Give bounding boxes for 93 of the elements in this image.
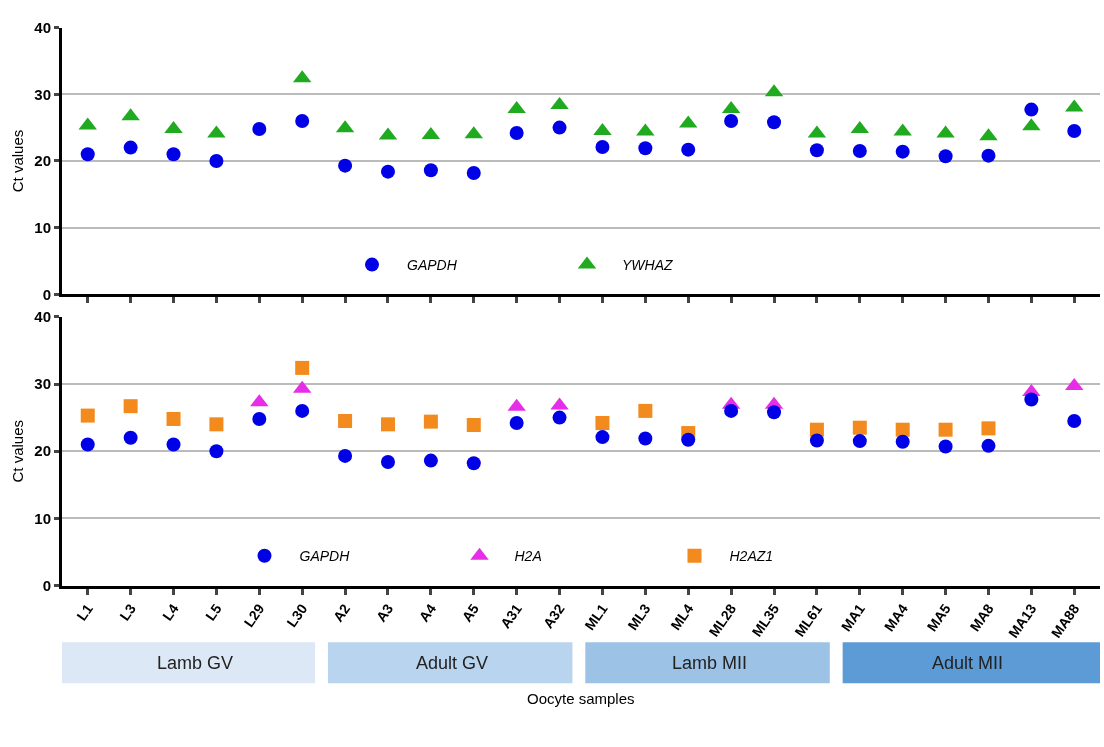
point: [209, 417, 224, 432]
point: [423, 453, 438, 468]
point: [895, 144, 910, 159]
point: [123, 430, 138, 445]
point: [1067, 123, 1082, 138]
point: [423, 163, 438, 178]
text: Adult GV: [416, 653, 489, 673]
point: [938, 422, 953, 437]
point: [981, 438, 996, 453]
x-tick-label: L1: [73, 600, 97, 624]
y-tick-label: 30: [34, 85, 51, 103]
point: [767, 405, 782, 420]
point: [338, 448, 353, 463]
point: [981, 148, 996, 163]
point: [595, 139, 610, 154]
x-tick-label: L3: [116, 600, 139, 624]
text: Lamb GV: [157, 653, 234, 673]
point: [852, 434, 867, 449]
point: [767, 115, 782, 130]
point: [509, 125, 524, 140]
point: [338, 158, 353, 173]
point: [681, 142, 696, 157]
y-tick-label: 30: [34, 375, 51, 393]
point: [466, 165, 481, 180]
x-tick-label: A2: [329, 600, 354, 625]
point: [1024, 392, 1039, 407]
point: [209, 153, 224, 168]
point: [295, 360, 310, 375]
point: [123, 140, 138, 155]
point: [852, 143, 867, 158]
x-tick-label: A5: [458, 600, 483, 625]
point: [595, 415, 610, 430]
point: [166, 147, 181, 162]
point: [852, 420, 867, 435]
point: [338, 413, 353, 428]
text: Lamb MII: [672, 653, 748, 673]
legend-label: H2A: [514, 548, 542, 565]
point: [724, 113, 739, 128]
point: [466, 418, 481, 432]
point: [895, 422, 910, 437]
y-tick-label: 20: [34, 442, 51, 460]
x-tick-label: A3: [372, 600, 397, 625]
x-tick-label: L5: [202, 600, 225, 624]
point: [809, 143, 824, 158]
y-tick-label: 40: [34, 18, 51, 36]
point: [295, 403, 310, 418]
point: [166, 411, 181, 426]
legend-label: YWHAZ: [622, 257, 673, 274]
point: [681, 432, 696, 447]
point: [166, 437, 181, 452]
point: [466, 456, 481, 471]
y-tick-label: 10: [34, 509, 51, 527]
legend-label: GAPDH: [299, 548, 351, 565]
y-tick-label: 40: [34, 308, 51, 326]
y-tick-label: 10: [34, 218, 51, 236]
point: [252, 411, 267, 426]
point: [509, 415, 524, 430]
y-axis-title: Ct values: [8, 129, 26, 193]
point: [80, 437, 95, 452]
point: [1024, 102, 1039, 117]
point: [638, 431, 653, 446]
point: [80, 147, 95, 162]
point: [380, 417, 395, 432]
point: [938, 439, 953, 454]
y-axis-title: Ct values: [8, 419, 26, 483]
point: [1067, 413, 1082, 428]
point: [209, 444, 224, 459]
point: [123, 399, 138, 414]
point: [552, 410, 567, 425]
y-tick-label: 0: [42, 576, 51, 594]
x-tick-label: L4: [159, 600, 182, 624]
point: [423, 414, 438, 429]
point: [809, 433, 824, 448]
y-tick-label: 0: [42, 285, 51, 303]
point: [595, 430, 610, 445]
point: [380, 164, 395, 179]
y-tick-label: 20: [34, 152, 51, 170]
point: [80, 408, 95, 423]
point: [638, 403, 653, 418]
point: [938, 149, 953, 164]
point: [724, 403, 739, 418]
x-axis-title: Oocyte samples: [527, 690, 635, 707]
point: [380, 454, 395, 469]
legend-label: H2AZ1: [729, 548, 774, 565]
point: [295, 113, 310, 128]
x-tick-label: A4: [415, 600, 440, 625]
point: [552, 120, 567, 135]
point: [638, 141, 653, 156]
point: [252, 121, 267, 136]
point: [981, 421, 996, 436]
legend-label: GAPDH: [407, 257, 458, 274]
text: Adult MII: [932, 653, 1004, 673]
point: [895, 434, 910, 449]
